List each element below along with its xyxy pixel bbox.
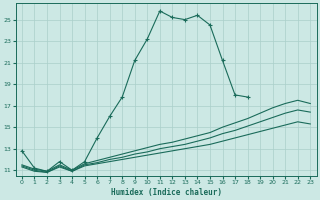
X-axis label: Humidex (Indice chaleur): Humidex (Indice chaleur) xyxy=(111,188,221,197)
